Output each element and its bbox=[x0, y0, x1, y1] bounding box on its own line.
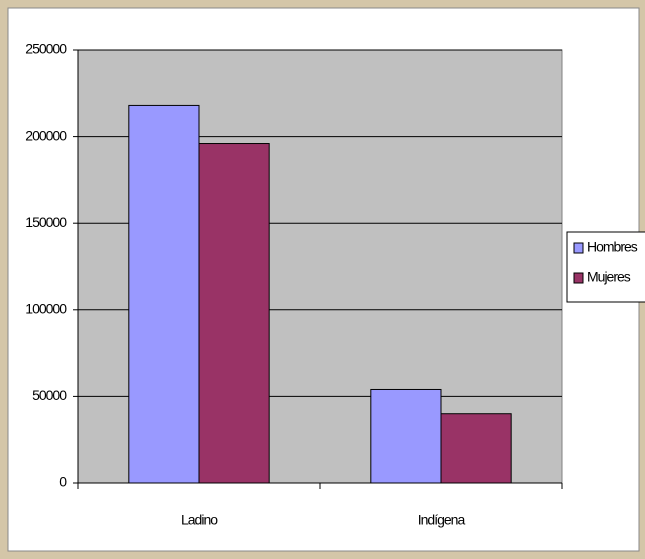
bar bbox=[128, 104, 200, 484]
legend-swatch bbox=[573, 272, 584, 284]
legend-label: Hombres bbox=[587, 239, 638, 255]
bar bbox=[198, 143, 270, 484]
y-tick-label: 100000 bbox=[25, 301, 67, 317]
bar bbox=[370, 388, 442, 484]
x-tick-label: Indígena bbox=[418, 512, 466, 528]
bar bbox=[440, 413, 512, 484]
legend-swatch bbox=[573, 242, 584, 254]
y-tick-label: 250000 bbox=[25, 41, 67, 57]
y-tick-label: 0 bbox=[59, 474, 67, 490]
legend-label: Mujeres bbox=[587, 269, 631, 285]
x-tick-label: Ladino bbox=[181, 512, 218, 528]
y-tick-label: 50000 bbox=[32, 387, 67, 403]
y-tick-label: 150000 bbox=[25, 214, 67, 230]
y-tick-label: 200000 bbox=[25, 127, 67, 143]
